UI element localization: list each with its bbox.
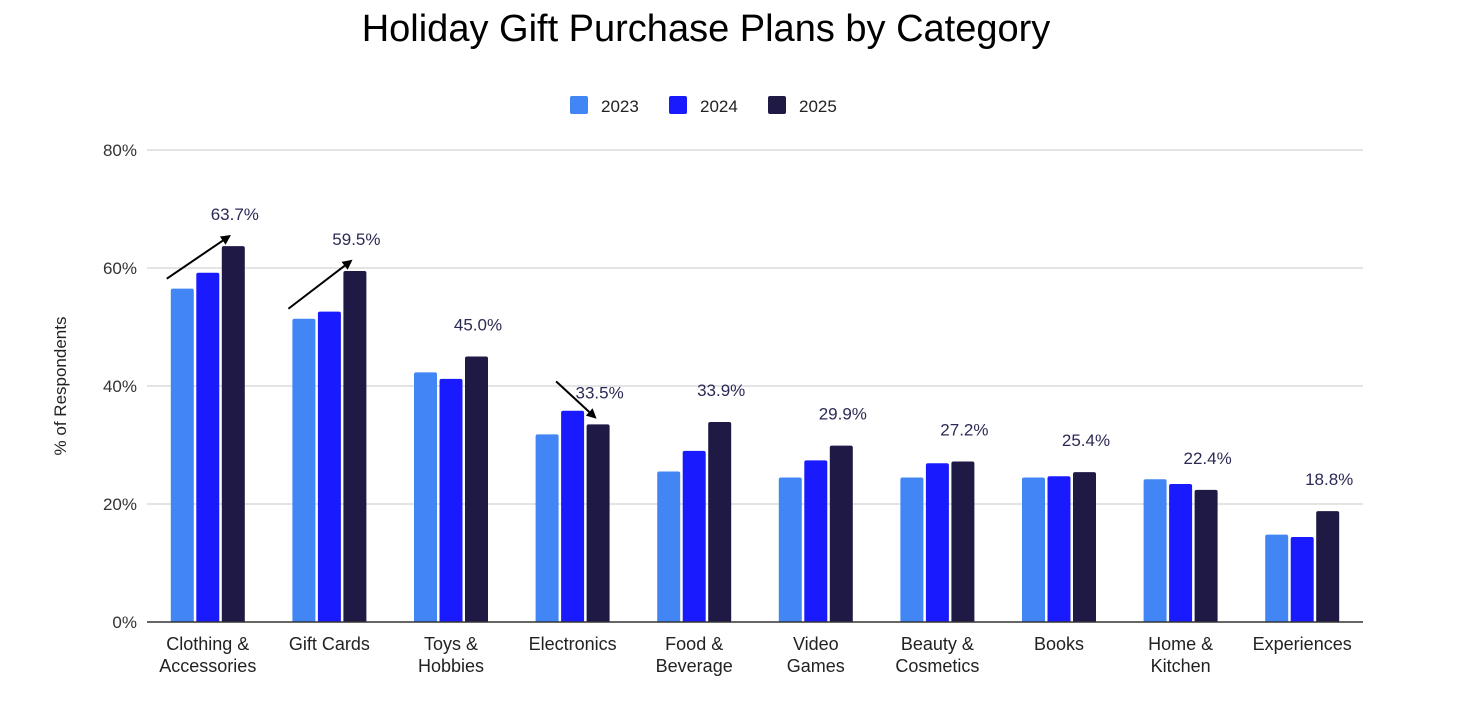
bar-2023 <box>1265 534 1289 622</box>
bar-2025 <box>221 246 245 623</box>
data-label: 18.8% <box>1305 470 1353 489</box>
legend-item-2025: 2025 <box>768 96 837 116</box>
bar-2025 <box>1073 472 1096 622</box>
x-category-label: Home & <box>1148 634 1213 654</box>
annotation-arrows <box>166 235 597 419</box>
bar-2023 <box>778 477 802 622</box>
bar-2025 <box>465 356 488 622</box>
legend-label: 2024 <box>700 97 738 116</box>
bar-2024 <box>561 410 585 622</box>
bar-2025 <box>343 270 367 622</box>
bar-2024 <box>439 378 463 622</box>
y-tick-label: 20% <box>103 495 137 514</box>
bar-2024 <box>1290 537 1314 622</box>
bar-2025 <box>951 461 975 622</box>
x-category-label: Accessories <box>159 656 256 676</box>
data-label: 63.7% <box>211 205 259 224</box>
bar-2024 <box>196 272 220 622</box>
data-label: 29.9% <box>819 405 867 424</box>
x-category-label: Toys & <box>424 634 478 654</box>
data-label: 33.5% <box>575 383 623 402</box>
bar-2023 <box>414 372 437 622</box>
bar-2023 <box>292 318 316 622</box>
x-category-label: Games <box>787 656 845 676</box>
legend-item-2023: 2023 <box>570 96 639 116</box>
chart-title: Holiday Gift Purchase Plans by Category <box>361 8 1051 50</box>
bar-2024 <box>317 311 341 622</box>
x-category-label: Experiences <box>1253 634 1352 654</box>
bar-2024 <box>804 460 828 622</box>
x-category-label: Kitchen <box>1151 656 1211 676</box>
annotation-arrow <box>555 380 597 419</box>
legend-item-2024: 2024 <box>669 96 738 116</box>
bar-2024 <box>925 463 949 622</box>
legend-swatch <box>570 96 588 114</box>
bar-2024 <box>1047 476 1071 622</box>
bars <box>170 246 1340 623</box>
legend: 2023 2024 2025 <box>570 96 837 116</box>
data-label: 33.9% <box>697 381 745 400</box>
annotation-arrow <box>166 235 231 280</box>
data-labels: 63.7% 59.5% 45.0% 33.5% 33.9% 29.9% 27.2% 25.4%… <box>211 205 1354 489</box>
bar-2023 <box>657 471 681 622</box>
bar-2024 <box>1169 483 1193 622</box>
bar-2024 <box>682 450 706 622</box>
bar-2023 <box>900 477 924 622</box>
bar-2025 <box>586 424 610 622</box>
x-axis-categories: Clothing &Accessories Gift Cards Toys &Hob… <box>159 634 1351 676</box>
data-label: 22.4% <box>1183 449 1231 468</box>
legend-label: 2023 <box>601 97 639 116</box>
legend-label: 2025 <box>799 97 837 116</box>
x-category-label: Cosmetics <box>895 656 979 676</box>
bar-2025 <box>708 421 732 622</box>
x-category-label: Electronics <box>529 634 617 654</box>
data-label: 27.2% <box>940 421 988 440</box>
y-tick-label: 60% <box>103 259 137 278</box>
x-category-label: Beverage <box>656 656 733 676</box>
x-category-label: Clothing & <box>166 634 249 654</box>
bar-2025 <box>1316 511 1340 622</box>
x-category-label: Video <box>793 634 839 654</box>
annotation-arrow <box>287 259 353 310</box>
y-tick-label: 40% <box>103 377 137 396</box>
x-category-label: Hobbies <box>418 656 484 676</box>
data-label: 45.0% <box>454 316 502 335</box>
bar-2023 <box>170 288 194 622</box>
bar-2023 <box>1022 477 1045 622</box>
bar-2023 <box>535 434 559 622</box>
x-category-label: Beauty & <box>901 634 974 654</box>
data-label: 59.5% <box>332 230 380 249</box>
y-tick-label: 80% <box>103 141 137 160</box>
legend-swatch <box>768 96 786 114</box>
bar-2023 <box>1143 479 1167 622</box>
bar-2025 <box>829 445 853 622</box>
x-category-label: Food & <box>665 634 723 654</box>
bar-2025 <box>1194 489 1218 622</box>
data-label: 25.4% <box>1062 431 1110 450</box>
y-axis-label: % of Respondents <box>51 317 70 456</box>
y-tick-label: 0% <box>112 613 137 632</box>
x-category-label: Gift Cards <box>289 634 370 654</box>
x-category-label: Books <box>1034 634 1084 654</box>
y-axis-ticks: 0% 20% 40% 60% 80% <box>103 141 137 632</box>
legend-swatch <box>669 96 687 114</box>
